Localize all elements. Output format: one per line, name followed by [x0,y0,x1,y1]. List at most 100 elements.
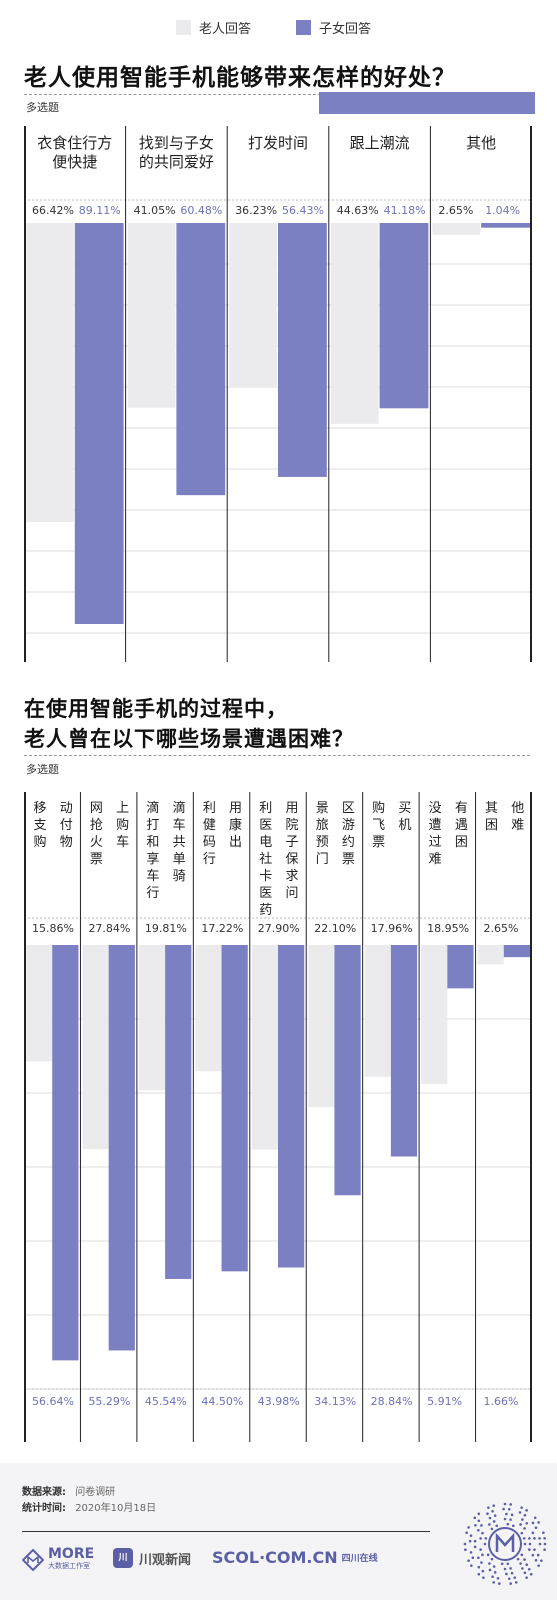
value-label-child: 28.84% [370,1395,413,1408]
bar-child [108,945,135,1351]
category-label-child: 动付物 [59,801,73,850]
qr-dot [469,1551,473,1554]
value-label-child: 41.18% [383,204,426,217]
qr-dot [488,1523,491,1526]
qr-dot [498,1582,501,1585]
chart1: 衣食住行方便快捷 找到与子女的共同爱好 打发时间 跟上潮流 其他 66.42% 41.05%… [24,126,532,662]
qr-dot [503,1502,507,1506]
chart2-title-line1: 在使用智能手机的过程中， [24,697,288,721]
qr-dot [477,1565,481,1569]
qr-dot [525,1521,529,1525]
footer: 数据来源: 问卷调研 统计时间: 2020年10月18日 MORE 大数据工作室… [0,1463,557,1600]
qr-dot [496,1576,500,1580]
qr-dot [507,1507,511,1511]
logo-chuanguan: 川 川观新闻 [113,1548,191,1568]
bar-child [74,223,124,624]
category-label-old: 其困 [485,801,499,833]
bar-old [421,945,448,1084]
footer-divider [22,1531,430,1532]
qr-dot [523,1571,527,1575]
category-label: 其他 [466,134,497,152]
qr-dot [528,1548,531,1551]
bar-child [278,945,305,1268]
qr-dot [506,1562,510,1566]
value-label-child: 1.66% [483,1395,519,1408]
category-label-child: 上购车 [116,801,130,850]
chart2: 移支购 网抢火票 滴打和享车行 利健码行 利医电社卡医药 景旅预门 购飞票 没遭过难 其困 动付物… [24,792,532,1442]
bar-child [52,945,79,1361]
value-label-old: 41.05% [133,204,176,217]
bar-old [195,945,222,1072]
qr-dot [493,1514,497,1517]
category-label-child: 用康出 [229,801,243,850]
qr-dot [510,1513,514,1517]
qr-dot [488,1568,492,1572]
value-label-child: 34.13% [314,1395,357,1408]
value-label-child: 56.64% [32,1395,74,1408]
qr-dot [488,1562,491,1565]
qr-dot [474,1523,477,1527]
qr-dot [516,1557,520,1561]
qr-dot [519,1562,522,1565]
chuanguan-logo-icon: 川 [113,1548,133,1568]
qr-dot [525,1509,528,1512]
bar-old [477,945,504,965]
legend-label-child: 子女回答 [319,22,372,37]
qr-dot [534,1526,538,1530]
value-label-child: 45.54% [144,1395,187,1408]
qr-dot [495,1524,498,1528]
category-label-old: 购飞票 [372,801,386,850]
category-label-old: 没遭过难 [428,801,442,867]
bar-old [26,223,74,522]
qr-dot [523,1542,527,1546]
qr-dot [479,1548,482,1551]
qr-dot [481,1569,485,1573]
bar-old [138,945,166,1091]
time-row: 统计时间: 2020年10月18日 [22,1499,156,1514]
qr-dot [519,1523,522,1526]
category-label-child: 用院子保求问 [285,801,299,901]
qr-dot [469,1534,473,1537]
value-label-old: 17.22% [201,922,244,935]
logo-scol-text: SCOL·COM.CN [212,1548,338,1567]
value-label-old: 2.65% [483,922,519,935]
qr-dot [479,1537,482,1540]
qr-dot [537,1521,540,1524]
qr-dot [542,1531,545,1535]
bar-child [379,223,429,409]
qr-dot [518,1511,522,1514]
qr-dot [538,1537,541,1540]
chart2-dashed-divider [24,755,530,756]
qr-dot [505,1572,508,1576]
value-label-child: 5.91% [427,1395,463,1408]
qr-dot [536,1553,540,1557]
qr-dot [467,1559,470,1562]
bar-old [432,223,481,235]
qr-dot [465,1531,468,1535]
qr-dot [509,1582,512,1585]
category-label-child: 区游约票 [341,801,355,867]
value-label-child: 60.48% [180,204,223,217]
qr-dot [473,1516,477,1520]
qr-dot [543,1542,547,1546]
qr-dot [491,1575,494,1579]
bar-child [221,945,248,1272]
bar-old [251,945,278,1150]
logo-scol-sub: 四川在线 [341,1554,378,1564]
qr-dot [509,1503,512,1506]
qr-dot [520,1553,524,1557]
value-label-old: 36.23% [235,204,278,217]
qr-dot [477,1512,481,1516]
category-label-old: 利健码行 [202,801,216,867]
bar-child [176,223,226,496]
value-label-old: 22.10% [314,922,357,935]
qr-dot [514,1581,518,1584]
qr-dot [480,1524,483,1527]
qr-dot [483,1542,487,1546]
qr-dot [543,1537,546,1540]
value-label-child: 1.04% [485,204,521,217]
chart2-subtitle: 多选题 [26,763,59,776]
category-label-child: 他难 [511,801,525,833]
bar-old [308,945,335,1108]
qr-dot [531,1531,535,1535]
